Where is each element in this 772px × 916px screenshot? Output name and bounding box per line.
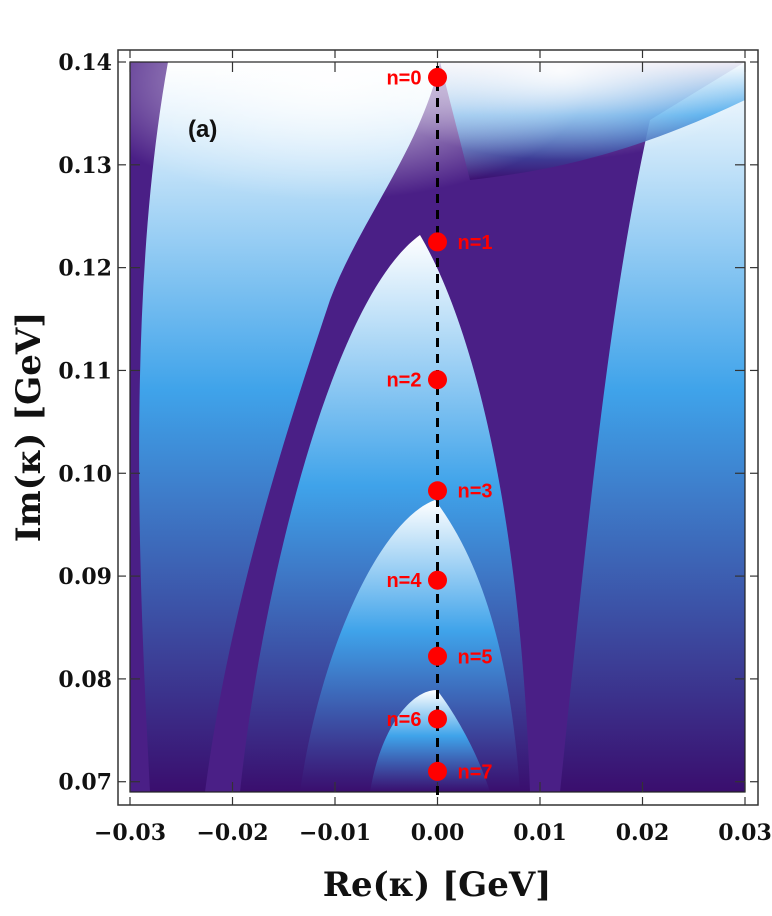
point-label: n=6 [386, 709, 421, 731]
points: n=0 n=1 n=2 n=3 n=4 n=5 n=6 n=7 [386, 67, 492, 783]
panel-label: (a) [188, 116, 217, 143]
heatmap-band [560, 62, 745, 792]
y-tick-label: 0.08 [58, 667, 112, 693]
data-point [428, 646, 447, 666]
data-point [428, 67, 447, 87]
point-label: n=1 [458, 232, 493, 254]
heatmap-band [139, 62, 441, 792]
x-tick-label: 0.01 [513, 820, 567, 846]
x-tick-label: 0.03 [718, 820, 772, 846]
x-tick-label: 0.02 [616, 820, 670, 846]
x-tick-label: 0.00 [411, 820, 465, 846]
point-label: n=7 [458, 761, 493, 783]
y-tick-label: 0.11 [58, 358, 112, 384]
point-label: n=0 [386, 67, 421, 89]
y-tick-label: 0.12 [58, 256, 112, 282]
data-point [428, 481, 447, 501]
y-axis-title: Im(κ) [GeV] [9, 312, 49, 543]
data-point [428, 370, 447, 390]
point-label: n=2 [386, 370, 421, 392]
data-point [428, 570, 447, 590]
y-tick-label: 0.07 [58, 770, 112, 796]
y-tick-label: 0.09 [58, 564, 112, 590]
data-point [428, 232, 447, 252]
x-tick-label: −0.01 [299, 820, 371, 846]
heatmap [130, 62, 745, 792]
x-tick-label: −0.02 [196, 820, 268, 846]
y-tick-label: 0.14 [58, 50, 112, 76]
data-point [428, 709, 447, 729]
point-label: n=5 [458, 646, 493, 668]
axis-ticks [118, 50, 758, 805]
y-tick-label: 0.10 [58, 461, 112, 487]
x-axis-title: Re(κ) [GeV] [323, 865, 552, 905]
data-point [428, 761, 447, 781]
x-tick-label: −0.03 [94, 820, 166, 846]
point-label: n=4 [386, 570, 422, 592]
tick-labels: −0.03 −0.02 −0.01 0.00 0.01 0.02 0.03 0.07 0.08 0… [58, 50, 771, 846]
heatmap-band [300, 500, 520, 792]
y-tick-label: 0.13 [58, 153, 112, 179]
heatmap-band [370, 690, 490, 792]
point-label: n=3 [458, 481, 493, 503]
